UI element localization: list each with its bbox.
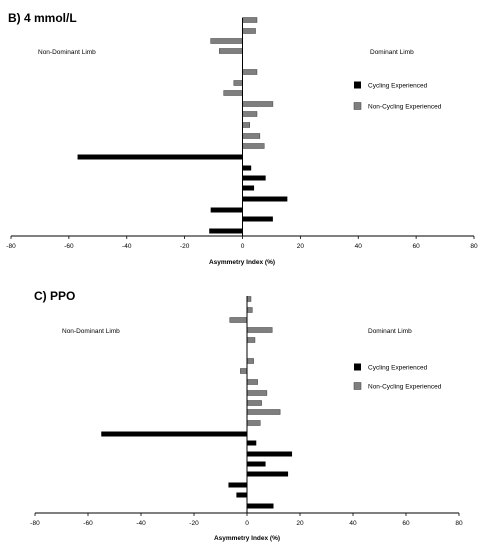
- x-tick-label: 80: [455, 520, 463, 527]
- bar-non-cycling: [240, 368, 248, 374]
- x-tick-label: -20: [180, 243, 190, 250]
- dominant-label: Dominant Limb: [368, 328, 412, 335]
- panel-title: B) 4 mmol/L: [8, 11, 77, 25]
- bar-cycling: [247, 440, 257, 446]
- bar-non-cycling: [210, 38, 243, 44]
- bar-cycling: [242, 175, 266, 181]
- bar-non-cycling: [246, 337, 256, 343]
- bar-cycling: [210, 207, 243, 213]
- legend-swatch: [354, 81, 361, 89]
- bar-non-cycling: [242, 143, 265, 149]
- bar-non-cycling: [246, 420, 261, 426]
- x-tick-label: -60: [64, 243, 74, 250]
- bar-cycling: [242, 216, 273, 222]
- bar-non-cycling: [242, 28, 256, 34]
- legend-swatch: [353, 382, 362, 390]
- x-axis-title: Asymmetry Index (%): [214, 535, 280, 542]
- non-dominant-label: Non-Dominant Limb: [62, 328, 120, 335]
- bar-cycling: [242, 196, 288, 202]
- bar-non-cycling: [242, 122, 250, 128]
- x-tick-label: -80: [30, 520, 40, 527]
- bar-non-cycling: [242, 17, 258, 23]
- bar-non-cycling: [242, 111, 258, 117]
- bar-cycling: [236, 492, 247, 498]
- bar-non-cycling: [242, 69, 258, 75]
- legend-swatch: [354, 363, 361, 371]
- legend-swatch: [353, 102, 362, 110]
- legend-label: Non-Cycling Experienced: [368, 104, 442, 111]
- bar-non-cycling: [233, 80, 243, 86]
- bar-cycling: [101, 431, 247, 437]
- x-tick-label: 0: [241, 243, 245, 250]
- bar-cycling: [247, 451, 293, 457]
- x-tick-label: -20: [189, 520, 199, 527]
- bar-cycling: [209, 228, 243, 234]
- bar-cycling: [247, 471, 289, 477]
- x-tick-label: 0: [245, 520, 249, 527]
- legend-label: Cycling Experienced: [368, 365, 428, 372]
- x-tick-label: 40: [355, 243, 363, 250]
- x-tick-label: 60: [402, 520, 410, 527]
- bar-non-cycling: [246, 409, 281, 415]
- x-tick-label: 40: [349, 520, 357, 527]
- x-tick-label: 20: [296, 520, 304, 527]
- legend-label: Non-Cycling Experienced: [368, 384, 442, 391]
- bar-non-cycling: [246, 358, 254, 364]
- legend-label: Cycling Experienced: [368, 83, 428, 90]
- bar-non-cycling: [246, 307, 253, 313]
- panel-title: C) PPO: [34, 289, 75, 303]
- bar-non-cycling: [246, 327, 273, 333]
- x-axis-title: Asymmetry Index (%): [209, 259, 275, 266]
- x-tick-label: 60: [413, 243, 421, 250]
- non-dominant-label: Non-Dominant Limb: [38, 49, 96, 56]
- bar-non-cycling: [246, 379, 258, 385]
- bar-cycling: [247, 503, 274, 509]
- bar-cycling: [77, 154, 243, 160]
- bar-cycling: [242, 185, 255, 191]
- bar-non-cycling: [242, 101, 274, 107]
- bar-non-cycling: [242, 133, 261, 139]
- x-tick-label: 80: [470, 243, 478, 250]
- bar-non-cycling: [219, 48, 243, 54]
- x-tick-label: -80: [6, 243, 16, 250]
- bar-cycling: [228, 482, 247, 488]
- bar-cycling: [247, 461, 266, 467]
- bar-cycling: [242, 165, 252, 171]
- x-tick-label: -60: [83, 520, 93, 527]
- bar-non-cycling: [223, 90, 243, 96]
- x-tick-label: 20: [297, 243, 305, 250]
- bar-non-cycling: [246, 296, 252, 302]
- x-tick-label: -40: [122, 243, 132, 250]
- x-tick-label: -40: [136, 520, 146, 527]
- bar-non-cycling: [246, 400, 262, 406]
- bar-non-cycling: [229, 317, 248, 323]
- bar-non-cycling: [246, 390, 268, 396]
- dominant-label: Dominant Limb: [370, 49, 414, 56]
